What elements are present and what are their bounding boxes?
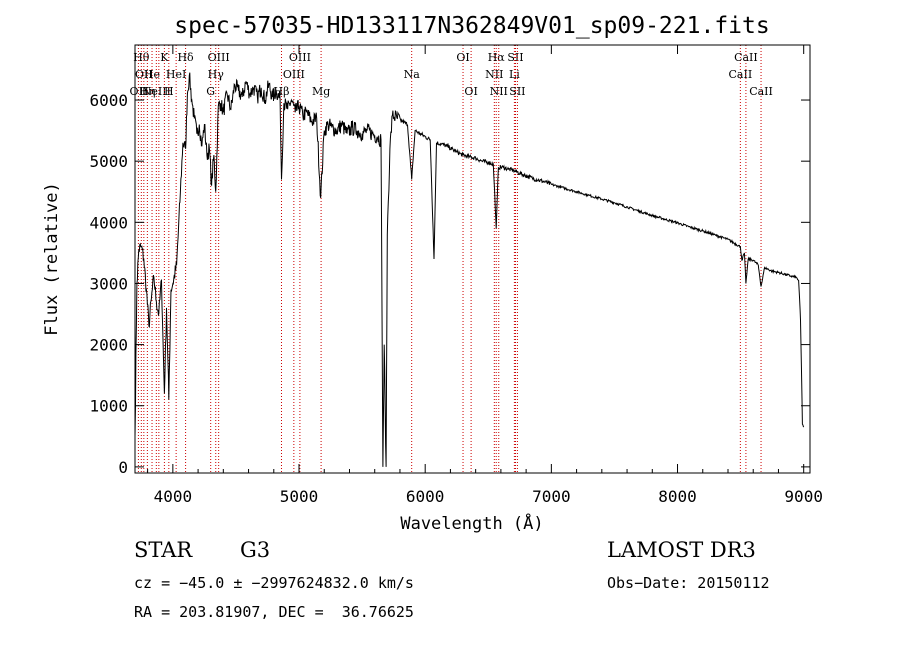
marker-label-7: K	[160, 51, 169, 64]
survey-name: LAMOST DR3	[607, 538, 756, 562]
y-tick-label-6: 6000	[89, 91, 128, 110]
y-tick-label-5: 5000	[89, 152, 128, 171]
redshift-cz: cz = −45.0 ± −2997624832.0 km/s	[134, 574, 414, 592]
marker-label-4: He	[144, 68, 160, 81]
marker-label-9: HeI	[166, 68, 186, 81]
marker-label-8: H	[164, 85, 174, 98]
spectrum-line	[134, 72, 805, 467]
marker-label-3: Hη	[139, 85, 155, 98]
marker-label-12: Hγ	[208, 68, 225, 81]
spectrum-layer	[134, 72, 805, 467]
marker-label-23: NII	[490, 85, 508, 98]
marker-label-13: OIII	[208, 51, 230, 64]
x-tick-label-3: 7000	[532, 487, 571, 506]
marker-label-27: CaII	[729, 68, 753, 81]
x-tick-label-1: 5000	[280, 487, 319, 506]
marker-label-16: OIII	[289, 51, 311, 64]
ra-dec-coordinates: RA = 203.81907, DEC = 36.76625	[134, 603, 414, 621]
marker-label-22: Hα	[488, 51, 506, 64]
marker-label-18: Na	[404, 68, 421, 81]
y-tick-label-4: 4000	[89, 213, 128, 232]
marker-label-10: Hδ	[177, 51, 194, 64]
marker-label-0: OII	[130, 85, 148, 98]
plot-frame	[134, 44, 811, 474]
marker-label-26: SII	[509, 85, 525, 98]
spectral-subclass: G3	[240, 538, 271, 562]
axis-ticks: 4000 5000 6000 7000 8000 9000 0 1000 2000 3000 400…	[89, 45, 823, 506]
x-tick-label-5: 9000	[784, 487, 823, 506]
x-tick-label-4: 8000	[658, 487, 697, 506]
marker-label-25: SII	[507, 51, 523, 64]
marker-label-29: CaII	[749, 85, 773, 98]
x-axis-label: Wavelength (Å)	[400, 512, 543, 534]
x-tick-label-2: 6000	[406, 487, 445, 506]
x-tick-label-0: 4000	[154, 487, 193, 506]
observation-date: Obs−Date: 20150112	[607, 574, 770, 592]
marker-label-14: Hβ	[274, 85, 290, 98]
y-tick-label-0: 0	[118, 458, 128, 477]
y-axis-label: Flux (relative)	[42, 182, 62, 336]
marker-label-2: OII	[135, 68, 153, 81]
spectrum-chart: spec-57035-HD133117N362849V01_sp09-221.f…	[42, 13, 823, 534]
marker-label-11: G	[206, 85, 215, 98]
marker-label-24: Li	[509, 68, 520, 81]
marker-label-17: Mg	[312, 85, 330, 98]
marker-label-1: Hθ	[133, 51, 150, 64]
marker-label-19: OI	[456, 51, 469, 64]
marker-label-15: OIII	[283, 68, 305, 81]
object-type: STAR	[134, 538, 193, 562]
y-tick-label-1: 1000	[89, 397, 128, 416]
y-tick-label-2: 2000	[89, 336, 128, 355]
marker-label-28: CaII	[734, 51, 758, 64]
marker-label-5: NeIII	[142, 85, 171, 98]
y-tick-label-3: 3000	[89, 274, 128, 293]
marker-label-21: NII	[485, 68, 503, 81]
chart-title: spec-57035-HD133117N362849V01_sp09-221.f…	[174, 13, 769, 39]
marker-label-20: OI	[464, 85, 477, 98]
line-markers: OIIHθOIIHηHeNeIIIKHHeIHδGHγOIIIHβOIIIOII…	[130, 45, 773, 473]
